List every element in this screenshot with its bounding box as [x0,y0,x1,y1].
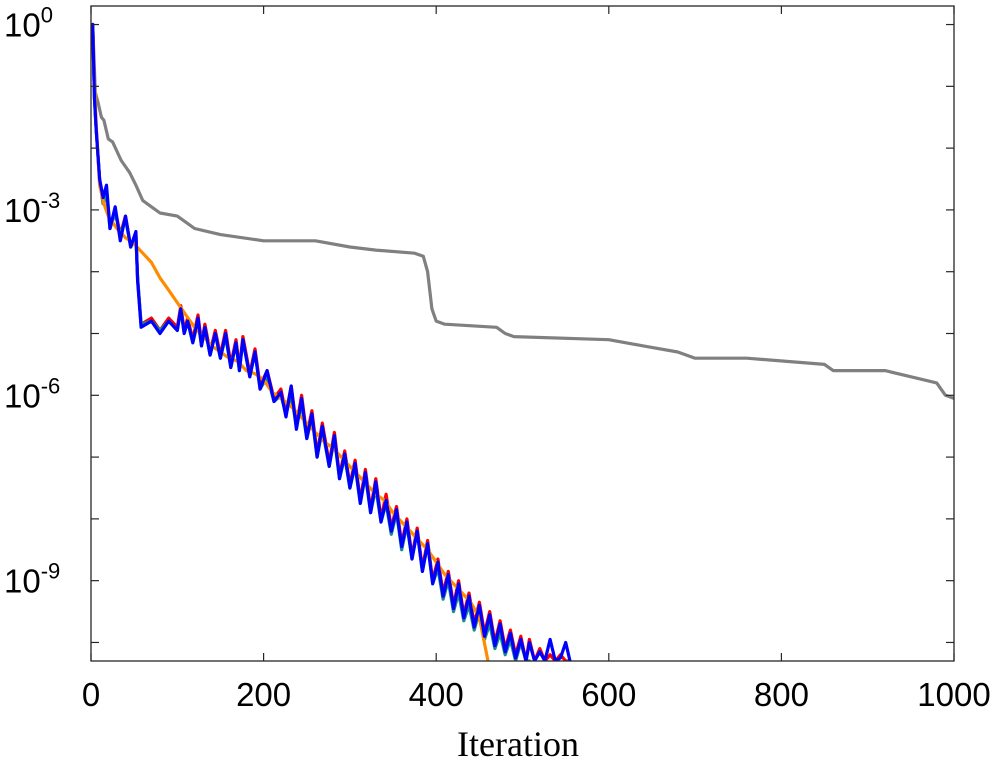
axes-box [90,5,955,662]
x-tick-label: 200 [236,676,291,713]
series-line-2 [91,22,572,661]
x-tick-label: 0 [82,676,100,713]
x-axis-label: Iteration [457,724,579,763]
x-tick-label: 800 [754,676,809,713]
y-tick-base: 10 [4,7,41,44]
x-tick-label: 400 [409,676,464,713]
axes-frame [90,5,955,662]
series-line-4 [91,22,490,661]
y-tick-exponent: -6 [41,373,61,398]
y-tick-base: 10 [4,563,41,600]
y-tick-label: 100 [4,3,53,44]
y-tick-base: 10 [4,377,41,414]
x-tick-label: 600 [581,676,636,713]
series-line-5 [91,22,572,661]
y-tick-base: 10 [4,192,41,229]
plot-area [91,22,954,661]
series-line-3 [91,22,532,661]
y-tick-label: 10-3 [4,188,60,229]
y-tick-exponent: -9 [41,559,61,584]
y-tick-exponent: -3 [41,188,61,213]
y-tick-label: 10-6 [4,373,60,414]
series-line-1 [91,22,954,400]
x-axis-ticks: 0 200 400 600 800 1000 [82,6,991,713]
x-tick-label: 1000 [917,676,990,713]
y-tick-exponent: 0 [41,3,53,28]
y-tick-label: 10-9 [4,559,60,600]
